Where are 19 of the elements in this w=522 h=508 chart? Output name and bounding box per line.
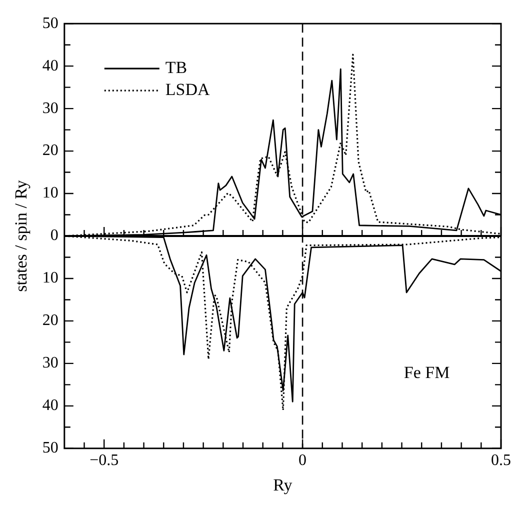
y-tick-label: 10 [42, 184, 58, 202]
y-tick-label: 40 [42, 397, 58, 414]
x-axis-title: Ry [273, 475, 293, 494]
y-tick-label: 50 [42, 14, 58, 32]
y-tick-label: 0 [50, 227, 58, 244]
x-tick-label: 0.5 [491, 452, 511, 470]
x-tick-label: 0 [298, 452, 307, 470]
annotation: Fe FM [404, 362, 450, 382]
y-axis-title: states / spin / Ry [12, 180, 31, 292]
y-tick-label: 30 [42, 354, 58, 372]
y-tick-label: 20 [42, 312, 58, 330]
legend-label: TB [165, 58, 188, 78]
y-tick-label: 10 [42, 270, 58, 287]
y-tick-label: 40 [42, 57, 58, 74]
legend-label: LSDA [165, 80, 211, 100]
y-tick-label: 50 [42, 440, 58, 457]
y-tick-label: 20 [42, 142, 58, 160]
y-tick-label: 30 [42, 100, 58, 117]
x-tick-label: −0.5 [90, 452, 119, 470]
